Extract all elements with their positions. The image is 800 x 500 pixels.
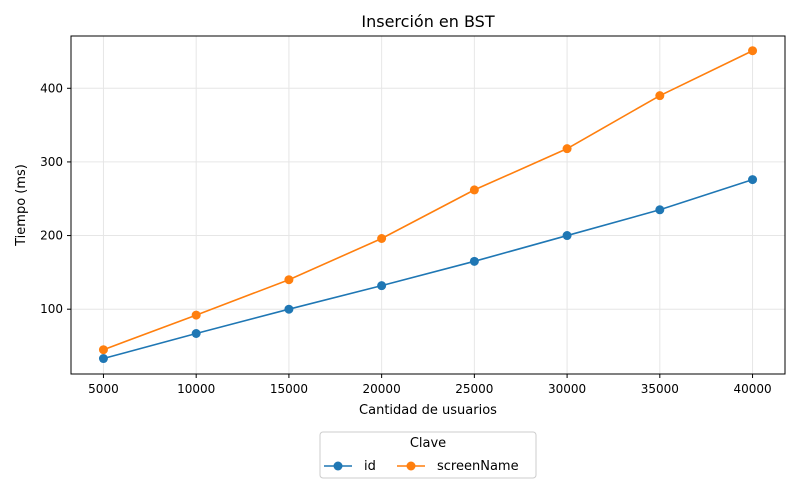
data-point-id — [98, 354, 108, 364]
y-axis: 100 200 300 400 — [40, 81, 71, 316]
x-tick-label: 30000 — [548, 382, 586, 396]
data-point-screenName — [748, 46, 758, 56]
data-point-id — [284, 304, 294, 314]
x-axis: 5000 10000 15000 20000 25000 30000 35000 40000 — [88, 374, 772, 396]
data-point-id — [469, 256, 479, 266]
x-axis-label: Cantidad de usuarios — [359, 403, 497, 418]
legend-label-id: id — [364, 459, 376, 474]
data-point-screenName — [377, 234, 387, 244]
data-point-id — [655, 205, 665, 215]
x-tick-label: 10000 — [177, 382, 215, 396]
y-tick-label: 200 — [40, 229, 63, 243]
legend-marker-screenName — [406, 461, 416, 471]
data-point-screenName — [562, 144, 572, 154]
y-axis-label: Tiempo (ms) — [14, 164, 29, 247]
legend: Clave id screenName — [319, 431, 537, 479]
legend-frame — [319, 431, 537, 479]
x-tick-label: 15000 — [270, 382, 308, 396]
legend-label-screenName: screenName — [437, 459, 519, 474]
data-point-id — [562, 231, 572, 241]
data-point-id — [377, 281, 387, 291]
grid — [71, 36, 785, 374]
data-point-screenName — [655, 91, 665, 101]
y-tick-label: 100 — [40, 302, 63, 316]
data-point-id — [191, 328, 201, 338]
legend-marker-id — [333, 461, 343, 471]
series-line-screenName — [103, 50, 753, 351]
data-point-screenName — [98, 345, 108, 355]
x-tick-label: 25000 — [455, 382, 493, 396]
y-tick-label: 300 — [40, 155, 63, 169]
legend-items: id screenName — [324, 459, 519, 474]
x-tick-label: 5000 — [88, 382, 119, 396]
data-point-screenName — [191, 310, 201, 320]
x-tick-label: 35000 — [641, 382, 679, 396]
plot-area-frame — [70, 35, 786, 375]
y-tick-label: 400 — [40, 81, 63, 95]
x-tick-label: 20000 — [363, 382, 401, 396]
data-point-screenName — [284, 275, 294, 285]
legend-title: Clave — [410, 436, 446, 451]
data-point-screenName — [469, 185, 479, 195]
series-group — [98, 46, 758, 364]
chart-title: Inserción en BST — [361, 12, 494, 31]
data-point-id — [748, 175, 758, 185]
x-tick-label: 40000 — [733, 382, 771, 396]
series-line-id — [103, 178, 753, 360]
